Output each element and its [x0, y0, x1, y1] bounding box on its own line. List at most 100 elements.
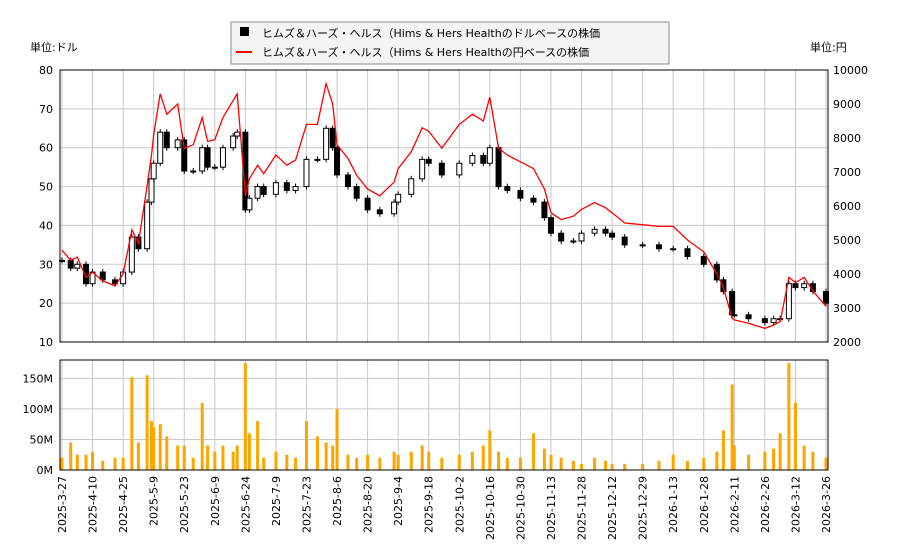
volume-bars — [60, 363, 828, 470]
volume-bar — [152, 427, 156, 470]
candle-body — [272, 182, 279, 195]
candle-body — [303, 158, 310, 188]
legend: ヒムズ＆ハーズ・ヘルス（Hims & Hers Healthのドルベースの株価 … — [230, 21, 670, 65]
volume-bar — [440, 457, 444, 470]
volume-bar — [571, 460, 575, 470]
volume-bar — [231, 451, 235, 470]
volume-bar — [121, 457, 125, 470]
volume-bar — [136, 442, 140, 470]
volume-bar — [604, 460, 608, 470]
candle-body — [376, 209, 383, 215]
candle-body — [425, 158, 432, 164]
candle-body — [486, 147, 493, 164]
volume-bar — [641, 463, 645, 470]
volume-bar — [346, 454, 350, 470]
candle-body — [391, 201, 398, 215]
x-tick-label: 2025-9-18 — [423, 476, 436, 533]
volume-bar — [488, 430, 492, 470]
volume-bar — [542, 448, 546, 470]
x-tick-label: 2025-7-9 — [270, 476, 283, 526]
volume-bar — [549, 454, 553, 470]
grid — [60, 69, 828, 471]
candle-body — [602, 228, 609, 234]
volume-bar — [366, 454, 370, 470]
volume-tick-label: 100M — [23, 403, 54, 416]
legend-jpy-label: ヒムズ＆ハーズ・ヘルス（Hims & Hers Healthの円ベースの株価 — [262, 45, 589, 59]
candle-body — [204, 147, 211, 168]
candle-body — [199, 147, 206, 172]
volume-bar — [149, 421, 153, 470]
x-tick-label: 2025-8-20 — [362, 476, 375, 533]
candle-body — [190, 170, 197, 173]
candle-body — [344, 174, 351, 188]
x-tick-label: 2026-2-26 — [759, 476, 772, 533]
candle-body — [480, 154, 487, 164]
axis-ticks: 10 20 30 40 50 60 70 80 2000 3000 4000 5000 6000 7000… — [23, 64, 869, 540]
volume-bar — [396, 454, 400, 470]
volume-bar — [409, 451, 413, 470]
candle-body — [639, 244, 646, 247]
candle-body — [148, 178, 155, 203]
legend-usd-label: ヒムズ＆ハーズ・ヘルス（Hims & Hers Healthのドルベースの株価 — [262, 26, 600, 40]
volume-bar — [84, 454, 88, 470]
volume-bar — [324, 442, 328, 470]
candle-body — [591, 228, 598, 234]
x-tick-label: 2025-4-10 — [87, 476, 100, 533]
candle-body — [323, 127, 330, 160]
volume-bar — [331, 445, 335, 470]
volume-bar — [715, 451, 719, 470]
volume-bar — [274, 451, 278, 470]
right-tick-label: 2000 — [833, 336, 861, 349]
volume-bar — [721, 430, 725, 470]
volume-bar — [811, 451, 815, 470]
candle-body — [541, 201, 548, 219]
candle-body — [395, 193, 402, 203]
x-tick-label: 2025-3-27 — [56, 476, 69, 533]
candle-body — [67, 259, 74, 269]
candle-body — [609, 232, 616, 238]
volume-bar — [182, 445, 186, 470]
candle-body — [211, 166, 218, 169]
price-plot-frame — [59, 69, 829, 343]
candle-body — [163, 131, 170, 149]
right-tick-label: 6000 — [833, 200, 861, 213]
volume-bar — [200, 402, 204, 470]
candle-body — [314, 158, 321, 161]
right-axis-unit: 単位:円 — [810, 40, 847, 54]
volume-plot-frame — [59, 359, 829, 471]
volume-bar — [221, 445, 225, 470]
volume-bar — [772, 448, 776, 470]
volume-bar — [702, 457, 706, 470]
x-tick-label: 2025-6-9 — [209, 476, 222, 526]
x-tick-label: 2025-5-9 — [148, 476, 161, 526]
x-tick-label: 2025-8-6 — [331, 476, 344, 526]
right-tick-label: 8000 — [833, 132, 861, 145]
volume-tick-label: 50M — [30, 433, 54, 446]
volume-bar — [130, 377, 134, 470]
volume-bar — [335, 408, 339, 470]
candle-body — [530, 197, 537, 203]
candle-body — [74, 263, 81, 269]
x-tick-label: 2026-3-26 — [820, 476, 833, 533]
x-tick-label: 2026-1-28 — [698, 476, 711, 533]
candle-body — [504, 186, 511, 191]
candle-body — [438, 162, 445, 176]
candle-body — [761, 318, 768, 324]
volume-tick-label: 0M — [37, 464, 54, 477]
left-tick-label: 20 — [39, 297, 53, 310]
volume-bar — [427, 451, 431, 470]
candle-body — [150, 162, 157, 180]
candle-body — [219, 147, 226, 168]
candle-body — [329, 127, 336, 149]
x-tick-label: 2025-9-4 — [392, 476, 405, 526]
volume-bar — [787, 363, 791, 470]
candle-body — [785, 283, 792, 320]
volume-bar — [392, 451, 396, 470]
volume-bar — [732, 445, 736, 470]
candle-body — [456, 162, 463, 176]
volume-bar — [802, 445, 806, 470]
candle-body — [801, 283, 808, 289]
x-tick-label: 2025-4-25 — [117, 476, 130, 533]
volume-bar — [497, 451, 501, 470]
candle-body — [174, 139, 181, 149]
